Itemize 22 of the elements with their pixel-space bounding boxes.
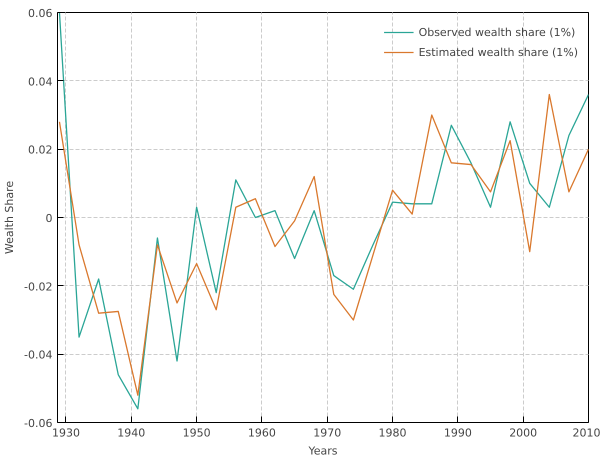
x-tick-label: 1950 bbox=[182, 426, 211, 440]
x-axis-title: Years bbox=[307, 444, 338, 458]
x-tick-label: 2010 bbox=[572, 426, 600, 440]
y-tick-label: -0.04 bbox=[24, 348, 53, 362]
x-tick-label: 1940 bbox=[117, 426, 146, 440]
x-tick-label: 1990 bbox=[444, 426, 472, 440]
legend-label: Observed wealth share (1%) bbox=[418, 26, 576, 38]
x-tick-label: 1930 bbox=[52, 426, 80, 440]
y-axis-title: Wealth Share bbox=[3, 180, 16, 254]
y-tick-label: 0.06 bbox=[28, 7, 53, 20]
x-tick-label: 1970 bbox=[313, 426, 342, 440]
legend-label: Estimated wealth share (1%) bbox=[418, 46, 578, 58]
y-tick-label: 0.04 bbox=[28, 75, 53, 88]
y-tick-label: 0 bbox=[46, 212, 52, 225]
y-tick-label: -0.02 bbox=[24, 280, 53, 294]
x-tick-label: 1960 bbox=[248, 426, 276, 440]
x-tick-label: 2000 bbox=[509, 426, 538, 440]
line-series bbox=[58, 12, 588, 410]
line-series bbox=[58, 94, 588, 396]
y-tick-label: -0.06 bbox=[24, 417, 53, 430]
x-tick-label: 1980 bbox=[378, 426, 407, 440]
y-tick-label: 0.02 bbox=[28, 144, 53, 157]
